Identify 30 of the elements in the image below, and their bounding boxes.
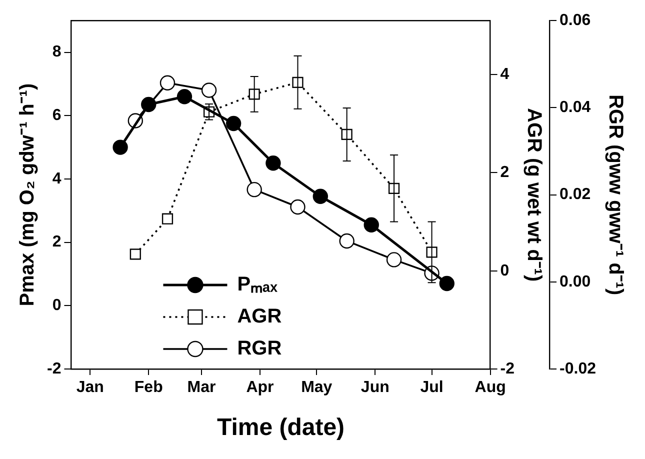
y3-tick-label: 0.00 <box>560 273 591 290</box>
x-tick-label: Mar <box>187 379 216 396</box>
x-tick-label: May <box>301 379 332 396</box>
y-tick-label: 6 <box>52 107 62 124</box>
y2-tick-label: 4 <box>500 66 510 83</box>
y-axis-title: Pmax (mg O₂ gdw⁻¹ h⁻¹) <box>16 83 39 306</box>
y-tick-label: 0 <box>52 297 62 314</box>
y3-tick-label: 0.02 <box>560 186 591 204</box>
y-tick-label: 4 <box>52 170 62 188</box>
x-tick-label: Apr <box>246 379 274 396</box>
y3-axis-title: RGR (gww gww⁻¹ d⁻¹) <box>604 94 626 296</box>
y3-tick-label: -0.02 <box>560 360 596 378</box>
y-tick-label: -2 <box>46 360 62 378</box>
y2-tick-label: 2 <box>500 164 510 182</box>
x-axis-title: Time (date) <box>216 414 345 442</box>
y2-tick-label: 0 <box>500 262 510 280</box>
y-tick-label: 8 <box>52 44 62 61</box>
legend-label: Pₘₐₓ <box>237 274 278 296</box>
x-tick-label: Aug <box>474 379 506 396</box>
x-tick-label: Jun <box>360 379 390 396</box>
x-tick-label: Jul <box>420 379 444 396</box>
y3-tick-label: 0.04 <box>560 99 591 116</box>
y2-tick-label: -2 <box>500 360 515 378</box>
y2-axis-title: AGR (g wet wt d⁻¹) <box>523 108 546 282</box>
y3-tick-label: 0.06 <box>560 12 591 30</box>
legend-label: RGR <box>237 338 282 360</box>
x-tick-label: Jan <box>76 379 104 396</box>
x-tick-label: Feb <box>134 379 164 396</box>
y-tick-label: 2 <box>52 234 62 251</box>
legend-label: AGR <box>237 306 282 328</box>
